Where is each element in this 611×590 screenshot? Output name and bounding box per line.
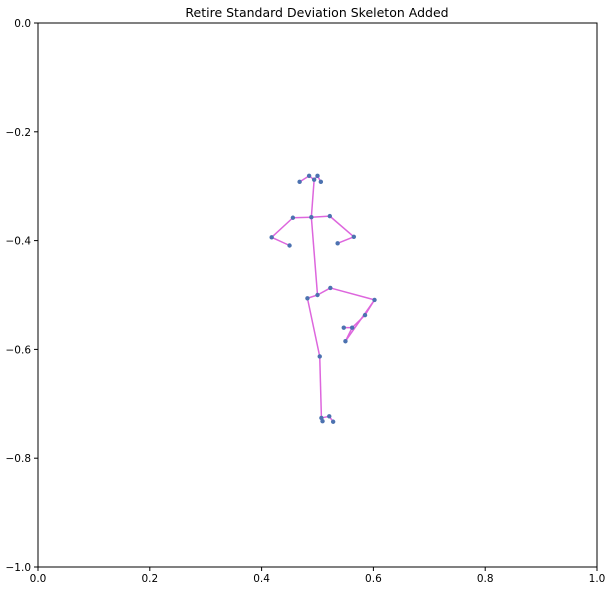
x-tick-label: 0.8 [477, 573, 494, 585]
skeleton-line [344, 299, 376, 342]
skeleton-line [271, 236, 290, 247]
skeleton-line [306, 298, 321, 357]
data-point [372, 297, 377, 303]
y-tick-label: −1.0 [6, 562, 32, 574]
skeleton-line [310, 217, 319, 296]
skeleton-line [271, 217, 294, 238]
skeleton-line [337, 236, 355, 245]
data-point [315, 173, 320, 179]
data-point [315, 292, 320, 298]
skeleton-line [329, 215, 355, 238]
data-point [317, 354, 322, 359]
skeleton-line [311, 215, 330, 218]
y-tick-label: −0.6 [6, 344, 32, 356]
x-tick-label: 0.2 [141, 573, 158, 585]
data-point [327, 414, 332, 419]
y-tick-label: −0.4 [6, 236, 32, 248]
data-point [287, 243, 292, 248]
data-point [349, 325, 355, 330]
data-point [305, 296, 310, 301]
data-point [327, 213, 332, 219]
y-tick-label: 0.0 [14, 18, 31, 30]
data-point [297, 179, 302, 185]
skeleton-line [310, 179, 315, 218]
skeleton-line [292, 216, 312, 219]
data-point [341, 325, 346, 330]
data-point [311, 177, 317, 182]
axes: 0.0 0.2 0.4 0.6 0.8 1.0 0.0 −0.2 −0.4 −0.6 −0.8 −1.… [6, 18, 606, 585]
data-point [328, 285, 333, 291]
data-point [269, 235, 274, 240]
data-point [330, 419, 336, 424]
x-tick-label: 0.4 [253, 573, 270, 585]
x-tick-label: 0.0 [30, 573, 47, 585]
chart-title: Retire Standard Deviation Skeleton Added [185, 5, 448, 20]
axes-frame [37, 22, 598, 568]
x-tick-label: 1.0 [589, 573, 606, 585]
data-point [320, 419, 325, 424]
data-point [290, 215, 296, 220]
skeleton-points [269, 173, 377, 424]
y-tick-label: −0.8 [6, 453, 32, 465]
skeleton-line [330, 287, 375, 301]
data-point [309, 215, 314, 220]
skeleton-line [318, 356, 323, 418]
data-point [362, 312, 368, 318]
data-point [318, 179, 324, 185]
x-tick-label: 0.6 [365, 573, 382, 585]
data-point [351, 234, 357, 239]
data-point [335, 241, 340, 246]
data-point [343, 339, 348, 344]
data-point [306, 173, 312, 179]
y-tick-label: −0.2 [6, 127, 32, 139]
skeleton-line [317, 287, 331, 296]
